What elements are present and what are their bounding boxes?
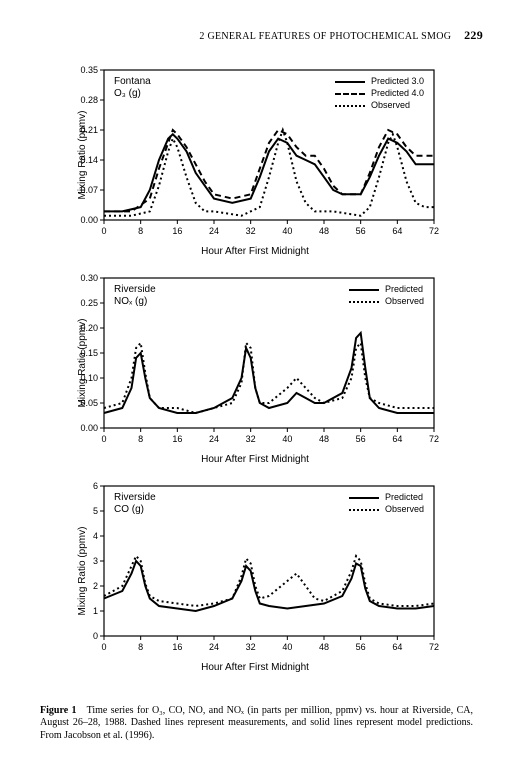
svg-text:56: 56 (356, 642, 366, 652)
y-axis-label: Mixing Ratio (ppmv) (77, 319, 88, 408)
figure-panels: Mixing Ratio (ppmv)0816243240485664720.0… (66, 60, 446, 666)
svg-text:16: 16 (172, 642, 182, 652)
svg-text:72: 72 (429, 226, 439, 236)
legend-label: Predicted (383, 492, 426, 502)
svg-text:64: 64 (392, 434, 402, 444)
legend: Predicted 3.0 Predicted 4.0 Observed (331, 74, 428, 112)
caption-text: Time series for O₃, CO, NO, and NOₓ (in … (40, 705, 473, 741)
svg-text:8: 8 (138, 434, 143, 444)
svg-text:24: 24 (209, 226, 219, 236)
page-number: 229 (464, 28, 483, 42)
svg-text:0.25: 0.25 (80, 298, 98, 308)
legend-label: Observed (369, 100, 426, 110)
svg-text:0.30: 0.30 (80, 273, 98, 283)
legend-swatch (335, 105, 365, 107)
legend-label: Observed (383, 296, 426, 306)
legend-label: Predicted 3.0 (369, 76, 426, 86)
svg-text:3: 3 (93, 556, 98, 566)
svg-text:8: 8 (138, 226, 143, 236)
svg-text:40: 40 (282, 226, 292, 236)
svg-text:24: 24 (209, 642, 219, 652)
svg-text:8: 8 (138, 642, 143, 652)
svg-text:40: 40 (282, 434, 292, 444)
panel-label: FontanaO₃ (g) (114, 76, 151, 100)
svg-text:32: 32 (246, 226, 256, 236)
svg-text:2: 2 (93, 581, 98, 591)
svg-text:48: 48 (319, 226, 329, 236)
legend-label: Predicted 4.0 (369, 88, 426, 98)
chart-panel: Mixing Ratio (ppmv) 0 8 16 24 32 40 48 56 64 72 0.0… (66, 60, 446, 250)
svg-text:40: 40 (282, 642, 292, 652)
svg-text:1: 1 (93, 606, 98, 616)
svg-text:16: 16 (172, 434, 182, 444)
legend-swatch (335, 93, 365, 95)
svg-text:32: 32 (246, 434, 256, 444)
svg-text:32: 32 (246, 642, 256, 652)
legend-swatch (349, 301, 379, 303)
svg-text:16: 16 (172, 226, 182, 236)
svg-text:0.28: 0.28 (80, 95, 98, 105)
y-axis-label: Mixing Ratio (ppmv) (77, 111, 88, 200)
section-title: 2 GENERAL FEATURES OF PHOTOCHEMICAL SMOG (199, 31, 451, 42)
legend-label: Observed (383, 504, 426, 514)
x-axis-label: Hour After First Midnight (66, 454, 444, 465)
legend-swatch (349, 509, 379, 511)
svg-text:64: 64 (392, 226, 402, 236)
x-axis-label: Hour After First Midnight (66, 246, 444, 257)
svg-text:0: 0 (101, 642, 106, 652)
svg-text:0.00: 0.00 (80, 423, 98, 433)
svg-text:56: 56 (356, 226, 366, 236)
legend: Predicted Observed (345, 490, 428, 516)
page-header: 2 GENERAL FEATURES OF PHOTOCHEMICAL SMOG… (199, 28, 483, 43)
svg-text:24: 24 (209, 434, 219, 444)
panel-label: RiversideNOₓ (g) (114, 284, 156, 308)
svg-text:72: 72 (429, 642, 439, 652)
x-axis-label: Hour After First Midnight (66, 662, 444, 673)
svg-text:0: 0 (101, 226, 106, 236)
svg-text:0: 0 (101, 434, 106, 444)
chart-panel: Mixing Ratio (ppmv)081624324048566472012… (66, 476, 446, 666)
legend-swatch (349, 497, 379, 499)
caption-label: Figure 1 (40, 705, 77, 716)
chart-panel: Mixing Ratio (ppmv) 0 8 16 24 32 40 48 56 64 72 0.0… (66, 268, 446, 458)
svg-text:6: 6 (93, 481, 98, 491)
panel-label: RiversideCO (g) (114, 492, 156, 516)
svg-text:0: 0 (93, 631, 98, 641)
svg-text:48: 48 (319, 434, 329, 444)
legend-label: Predicted (383, 284, 426, 294)
svg-text:56: 56 (356, 434, 366, 444)
legend-swatch (335, 81, 365, 83)
legend: Predicted Observed (345, 282, 428, 308)
svg-text:4: 4 (93, 531, 98, 541)
svg-text:48: 48 (319, 642, 329, 652)
svg-text:0.00: 0.00 (80, 215, 98, 225)
svg-text:5: 5 (93, 506, 98, 516)
svg-text:64: 64 (392, 642, 402, 652)
svg-text:72: 72 (429, 434, 439, 444)
y-axis-label: Mixing Ratio (ppmv) (77, 527, 88, 616)
svg-text:0.35: 0.35 (80, 65, 98, 75)
legend-swatch (349, 289, 379, 291)
figure-caption: Figure 1 Time series for O₃, CO, NO, and… (40, 705, 473, 743)
